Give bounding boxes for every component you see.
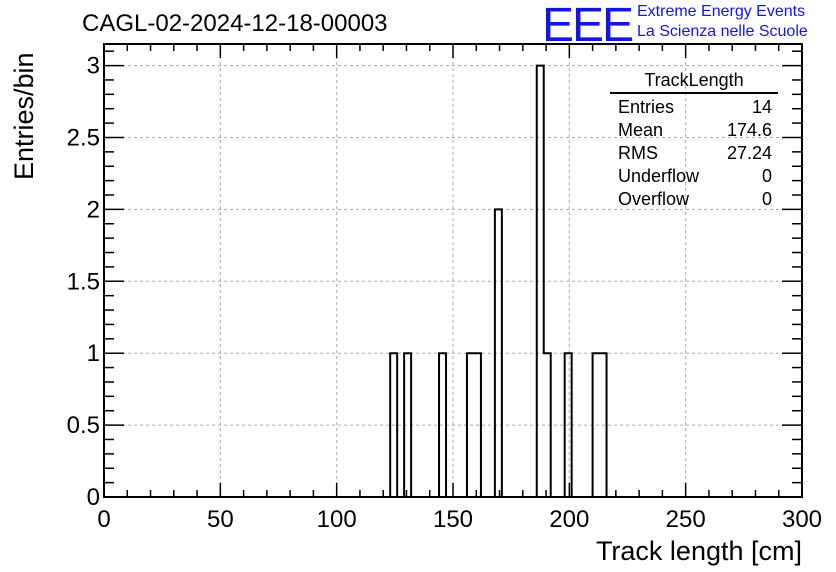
y-tick-label: 2.5 <box>67 124 100 151</box>
y-tick-label: 3 <box>87 53 100 80</box>
stats-label: Underflow <box>618 166 700 186</box>
axes <box>103 43 803 498</box>
y-tick-label: 1 <box>87 340 100 367</box>
x-tick-label: 200 <box>549 506 589 533</box>
stats-row-entries: Entries 14 <box>610 96 780 119</box>
stats-row-underflow: Underflow 0 <box>610 165 780 188</box>
logo-text-line1: Extreme Energy Events <box>637 3 806 20</box>
histogram-outline <box>389 64 608 497</box>
y-tick-label: 1.5 <box>67 268 100 295</box>
stats-value: 0 <box>761 166 772 186</box>
y-tick-label: 0.5 <box>67 412 100 439</box>
stats-box: TrackLength Entries 14 Mean 174.6 RMS 27… <box>610 70 780 211</box>
stats-row-mean: Mean 174.6 <box>610 119 780 142</box>
x-tick-label: 300 <box>782 506 822 533</box>
stats-row-rms: RMS 27.24 <box>610 142 780 165</box>
x-tick-label: 0 <box>97 506 110 533</box>
stats-label: Entries <box>618 97 675 117</box>
stats-label: Overflow <box>618 189 690 209</box>
y-tick-label: 2 <box>87 196 100 223</box>
y-axis-label: Entries/bin <box>9 52 39 180</box>
tick-labels: 0 50 100 150 200 250 300 0 0.5 1 1.5 2 2.5 3 <box>67 53 822 533</box>
x-tick-label: 250 <box>666 506 706 533</box>
stats-value: 174.6 <box>726 120 772 140</box>
stats-title: TrackLength <box>610 70 778 94</box>
x-tick-label: 50 <box>207 506 234 533</box>
logo-text-line2: La Scienza nelle Scuole <box>637 23 808 40</box>
stats-value: 14 <box>751 97 772 117</box>
x-axis-label: Track length [cm] <box>596 536 802 566</box>
chart-title: CAGL-02-2024-12-18-00003 <box>82 10 388 37</box>
x-tick-label: 150 <box>433 506 473 533</box>
grid-lines <box>104 44 802 497</box>
y-tick-label: 0 <box>87 484 100 511</box>
histogram-bars <box>389 64 608 497</box>
x-tick-label: 100 <box>317 506 357 533</box>
stats-row-overflow: Overflow 0 <box>610 188 780 211</box>
stats-label: Mean <box>618 120 664 140</box>
stats-value: 0 <box>761 189 772 209</box>
stats-value: 27.24 <box>726 143 772 163</box>
stats-label: RMS <box>618 143 658 163</box>
